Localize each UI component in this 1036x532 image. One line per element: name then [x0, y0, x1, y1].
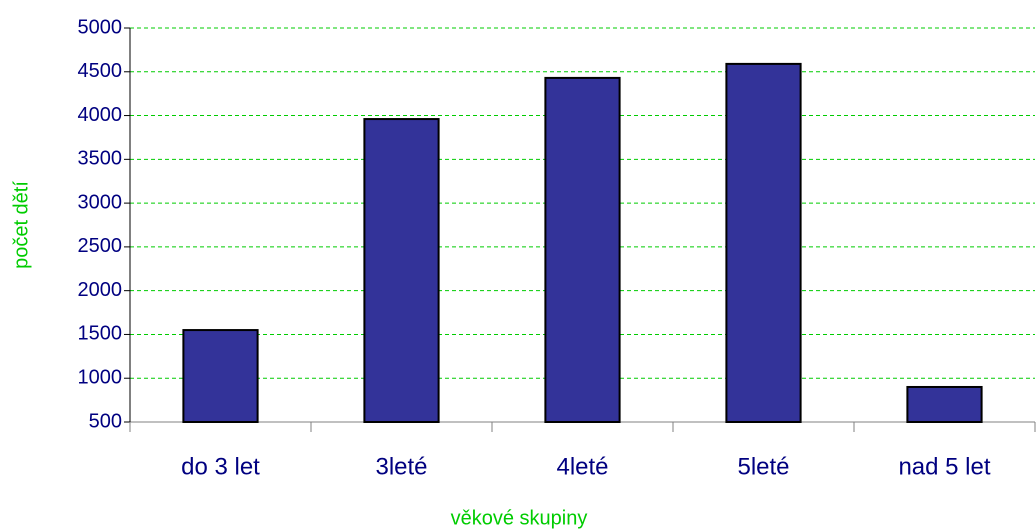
y-tick-label: 1500 [78, 323, 123, 345]
x-axis-title: věkové skupiny [451, 507, 588, 529]
y-tick-label: 2500 [78, 235, 123, 257]
y-tick-label: 500 [89, 410, 122, 432]
bar [544, 76, 621, 423]
y-tick-label: 2000 [78, 279, 123, 301]
x-tick-label: 3leté [375, 453, 427, 480]
y-tick-label: 4500 [78, 60, 123, 82]
y-tick-label: 4000 [78, 104, 123, 126]
x-tick-label: 4leté [556, 453, 608, 480]
x-tick-label: do 3 let [181, 453, 260, 480]
bar [906, 385, 983, 424]
y-tick-label: 1000 [78, 367, 123, 389]
x-tick-label: nad 5 let [898, 453, 990, 480]
bar [363, 118, 440, 424]
y-axis-title: počet dětí [10, 181, 32, 269]
y-tick-label: 5000 [78, 16, 123, 38]
bar [725, 62, 802, 424]
bar [182, 329, 259, 424]
x-tick-label: 5leté [737, 453, 789, 480]
y-tick-label: 3000 [78, 191, 123, 213]
y-tick-label: 3500 [78, 148, 123, 170]
